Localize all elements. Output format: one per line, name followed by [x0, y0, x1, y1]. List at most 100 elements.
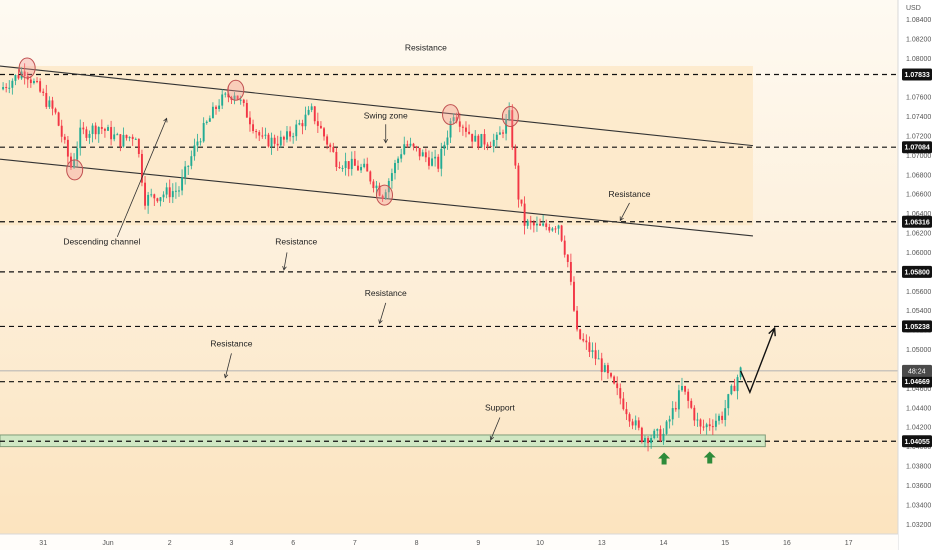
- candle-body: [301, 123, 304, 127]
- annotation-arrow-line: [379, 302, 387, 324]
- candle-body: [412, 143, 415, 147]
- price-tick-label: 1.07600: [906, 95, 931, 102]
- candle-body: [276, 143, 279, 146]
- price-tick-label: 1.05000: [906, 347, 931, 354]
- candle-body: [57, 112, 60, 126]
- channel-upper-line: [0, 65, 754, 147]
- candle-body: [397, 158, 400, 163]
- time-axis[interactable]: 31 Jun 2 3 6 7 8 9 10 13 14 15 16 17: [0, 533, 898, 550]
- price-tick-label: 1.06000: [906, 250, 931, 257]
- candle-body: [292, 136, 295, 138]
- candle-body: [298, 123, 301, 125]
- candle-body: [113, 134, 116, 140]
- candle-body: [17, 75, 20, 79]
- price-tick-label: 1.06400: [906, 211, 931, 218]
- candle-body: [304, 114, 307, 127]
- current-price-tag: [902, 364, 932, 377]
- candle-body: [628, 414, 631, 422]
- price-tick-label: 1.04200: [906, 425, 931, 432]
- candle-body: [193, 145, 196, 157]
- time-tick-label: 14: [660, 540, 668, 547]
- zones-layer: [0, 66, 766, 448]
- candle-body: [727, 394, 730, 409]
- candle-body: [94, 125, 97, 135]
- candle-body: [329, 144, 332, 148]
- candle-body: [702, 426, 705, 428]
- candle-body: [42, 91, 45, 93]
- time-tick-label: 16: [783, 540, 791, 547]
- candle-body: [579, 329, 582, 339]
- price-tick-label: 1.05400: [906, 308, 931, 315]
- candle-body: [616, 383, 619, 389]
- candle-body: [529, 220, 532, 223]
- forecast-path: [739, 327, 776, 395]
- annotation-label: Resistance: [608, 189, 650, 199]
- annotation-arrow-line: [116, 118, 168, 238]
- candle-body: [418, 147, 421, 157]
- price-tick-label: 1.05600: [906, 289, 931, 296]
- candle-body: [690, 400, 693, 408]
- price-level-tag-text: 1.05238: [905, 324, 930, 331]
- candle-body: [76, 148, 79, 160]
- candle-body: [360, 167, 363, 171]
- candle-body: [187, 165, 190, 167]
- candle-body: [403, 144, 406, 155]
- candle-body: [406, 144, 409, 146]
- candle-body: [369, 171, 372, 182]
- candle-body: [495, 134, 498, 140]
- time-tick-label: 17: [845, 540, 853, 547]
- candle-body: [267, 134, 270, 147]
- candle-body: [637, 420, 640, 428]
- candle-body: [468, 131, 471, 134]
- candle-body: [326, 136, 329, 145]
- candle-body: [239, 99, 242, 101]
- candle-body: [242, 99, 245, 103]
- candle-body: [289, 131, 292, 137]
- swing-point-circle: [376, 184, 394, 206]
- candle-body: [486, 144, 489, 146]
- candle-body: [82, 127, 85, 130]
- time-tick-label: 6: [291, 540, 295, 547]
- candle-body: [548, 226, 551, 231]
- candle-body: [252, 124, 255, 132]
- price-axis-currency: USD: [906, 5, 921, 12]
- candle-body: [542, 223, 545, 226]
- candle-body: [29, 79, 32, 84]
- candle-body: [656, 429, 659, 431]
- candle-body: [409, 143, 412, 146]
- candle-body: [662, 433, 665, 442]
- candle-body: [671, 408, 674, 420]
- candle-body: [582, 338, 585, 341]
- price-tick-label: 1.04400: [906, 405, 931, 412]
- candle-body: [708, 424, 711, 427]
- up-arrow-icon: [658, 452, 671, 465]
- annotation-arrowhead: [163, 117, 168, 123]
- annotation-arrowhead: [489, 435, 495, 441]
- candle-body: [696, 419, 699, 421]
- candle-body: [54, 108, 57, 113]
- annotation-arrow-line: [283, 252, 288, 270]
- candle-body: [597, 358, 600, 360]
- candle-body: [316, 121, 319, 126]
- candle-body: [619, 388, 622, 399]
- candle-body: [539, 223, 541, 226]
- candle-body: [573, 281, 575, 311]
- candle-body: [39, 81, 42, 92]
- candle-body: [45, 92, 48, 107]
- price-level-tag-text: 1.05800: [905, 269, 930, 276]
- candle-body: [14, 75, 17, 81]
- candle-body: [384, 192, 387, 200]
- candle-body: [600, 358, 603, 372]
- price-level-tag-text: 1.07084: [905, 145, 930, 152]
- annotation-arrow-line: [224, 353, 232, 378]
- candle-body: [279, 136, 282, 146]
- candle-body: [591, 350, 594, 352]
- swing-point-circle: [501, 106, 519, 128]
- candle-body: [60, 125, 63, 137]
- price-tick-label: 1.06800: [906, 172, 931, 179]
- price-axis[interactable]: USD1.084001.082001.080001.078001.076001.…: [897, 0, 932, 550]
- candle-body: [668, 419, 671, 422]
- time-tick-label: 7: [353, 540, 357, 547]
